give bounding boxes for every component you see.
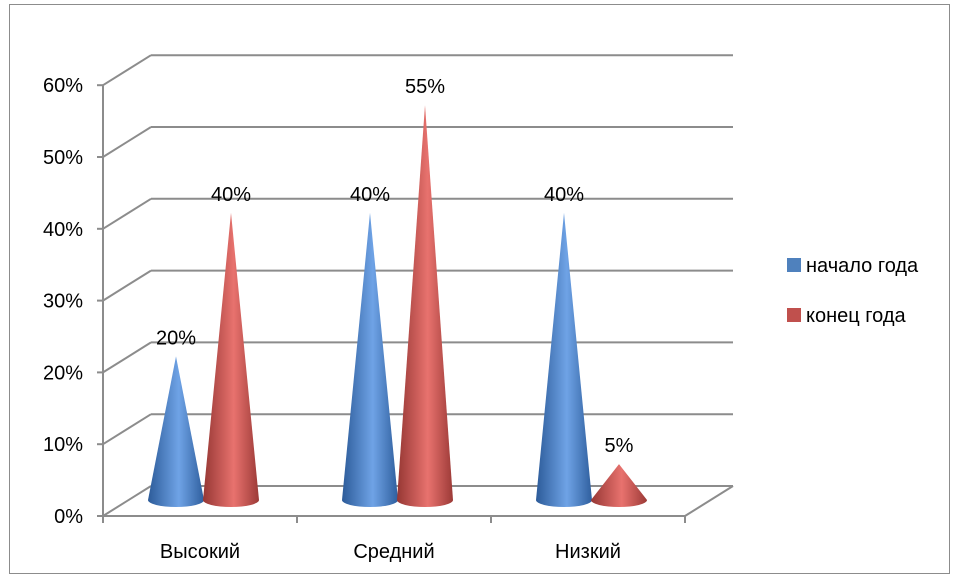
- floor-edge: [684, 485, 734, 517]
- legend-swatch: [787, 258, 801, 272]
- data-label: 40%: [350, 184, 390, 206]
- axis-layer: [97, 84, 734, 523]
- y-tick-label: 50%: [43, 147, 83, 169]
- data-label: 55%: [405, 76, 445, 98]
- x-tick-label: Высокий: [160, 541, 240, 563]
- gridline-side: [102, 54, 152, 87]
- y-tick-label: 60%: [43, 75, 83, 97]
- gridline-side: [102, 269, 152, 302]
- y-tick-label: 0%: [54, 506, 83, 528]
- cone-end-0: [203, 212, 259, 507]
- cone-start-0: [148, 356, 204, 507]
- gridline-side: [102, 197, 152, 230]
- y-tick-label: 30%: [43, 291, 83, 313]
- cone-end-2: [591, 464, 647, 507]
- y-tick-label: 20%: [43, 362, 83, 384]
- x-tick-label: Средний: [353, 541, 434, 563]
- marks-layer: [148, 105, 647, 508]
- legend-label: начало года: [806, 255, 919, 277]
- gridline-side: [102, 341, 152, 374]
- legend-swatch: [787, 308, 801, 322]
- gridline-side: [102, 413, 152, 446]
- cone-end-1: [397, 105, 453, 507]
- gridline-side: [102, 126, 152, 158]
- data-label: 40%: [211, 184, 251, 206]
- cone-start-2: [536, 212, 592, 508]
- legend-label: конец года: [806, 305, 906, 327]
- legend: начало года конец года: [787, 255, 919, 327]
- gridline-side: [102, 485, 152, 517]
- x-tick-label: Низкий: [555, 541, 621, 563]
- data-label: 20%: [156, 327, 196, 349]
- label-layer: 0% 10% 20% 30% 40% 50% 60% Высокий Средний Низкий…: [43, 75, 634, 563]
- y-tick-label: 40%: [43, 219, 83, 241]
- data-label: 5%: [605, 435, 634, 457]
- cone-start-1: [342, 212, 398, 508]
- y-tick-label: 10%: [43, 434, 83, 456]
- data-label: 40%: [544, 184, 584, 206]
